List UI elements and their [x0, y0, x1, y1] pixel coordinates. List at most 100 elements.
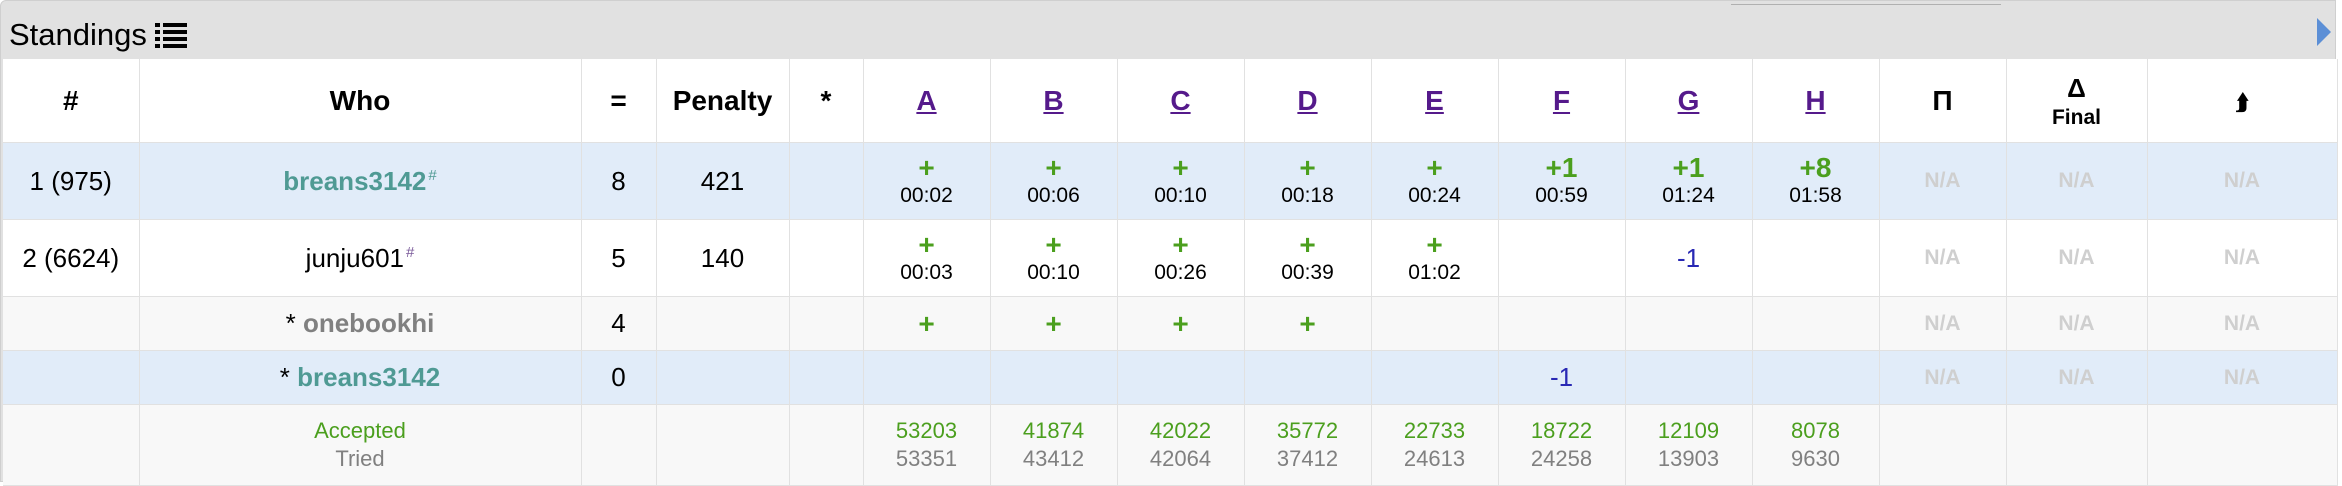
accept-time: 00:10	[1027, 261, 1080, 284]
na-value: N/A	[1924, 169, 1961, 192]
problem-result-cell[interactable]: +1 01:24	[1625, 142, 1753, 220]
problem-result-cell[interactable]	[1244, 350, 1372, 405]
problem-result-cell[interactable]	[1117, 350, 1245, 405]
problem-stats-cell: 18722 24258	[1498, 404, 1626, 486]
penalty-cell: 140	[656, 219, 790, 297]
problem-link[interactable]: C	[1170, 84, 1191, 116]
problem-result-cell[interactable]: -1	[1625, 219, 1753, 297]
rank-cell	[3, 350, 140, 405]
accepted-mark: +	[1045, 307, 1062, 339]
problem-result-cell[interactable]	[1371, 350, 1499, 405]
problem-result-cell[interactable]: +00:18	[1244, 142, 1372, 220]
problem-b-header: B	[990, 59, 1118, 143]
hacks-cell	[789, 219, 864, 297]
problem-result-cell[interactable]	[1498, 219, 1626, 297]
rejected-attempts: -1	[1676, 242, 1701, 273]
accept-time: 00:18	[1281, 184, 1334, 207]
hacks-cell	[789, 142, 864, 220]
penalty-cell	[656, 296, 790, 351]
stats-empty	[2147, 404, 2338, 486]
problem-link[interactable]: A	[916, 84, 937, 116]
problem-c-header: C	[1117, 59, 1245, 143]
change-cell: N/A	[2147, 350, 2338, 405]
problem-result-cell[interactable]: +00:10	[1117, 142, 1245, 220]
problem-link[interactable]: F	[1552, 84, 1571, 116]
accepted-mark: +	[1045, 229, 1062, 260]
standings-row: * breans3142 0 -1 N/A N/A N/A	[3, 350, 2338, 405]
list-icon[interactable]	[154, 22, 187, 48]
problem-result-cell[interactable]	[1752, 350, 1880, 405]
rank-header: #	[3, 59, 140, 143]
problem-d-header: D	[1244, 59, 1372, 143]
accept-time: 00:59	[1535, 184, 1588, 207]
pi-cell: N/A	[1879, 142, 2007, 220]
header-row: # Who = Penalty * A B C D E F G H Π Δ Fi…	[3, 59, 2338, 143]
accepted-label: Accepted	[314, 418, 406, 443]
pi-cell: N/A	[1879, 350, 2007, 405]
participant-handle[interactable]: breans3142	[297, 362, 441, 392]
top-edge-mark	[1731, 1, 1871, 5]
accepted-mark: +	[1045, 152, 1062, 183]
delta-label: Δ	[2067, 72, 2086, 103]
problem-result-cell[interactable]: +00:02	[863, 142, 991, 220]
problem-stats-cell: 22733 24613	[1371, 404, 1499, 486]
stats-empty	[656, 404, 790, 486]
problem-result-cell[interactable]: +	[863, 296, 991, 351]
problem-result-cell[interactable]	[1371, 296, 1499, 351]
tried-count: 24258	[1530, 446, 1593, 471]
accepted-mark: +	[1172, 152, 1189, 183]
participant-mark[interactable]: #	[405, 243, 415, 261]
problem-result-cell[interactable]: +	[1244, 296, 1372, 351]
expand-arrow-icon[interactable]	[2317, 18, 2331, 46]
problem-result-cell[interactable]	[1625, 296, 1753, 351]
pi-header: Π	[1879, 59, 2007, 143]
problem-result-cell[interactable]	[1752, 296, 1880, 351]
stats-empty	[1879, 404, 2007, 486]
accept-time: 01:58	[1789, 184, 1842, 207]
problem-result-cell[interactable]: +	[990, 296, 1118, 351]
problem-result-cell[interactable]: +00:24	[1371, 142, 1499, 220]
problem-result-cell[interactable]	[1752, 219, 1880, 297]
participant-handle[interactable]: onebookhi	[302, 308, 435, 338]
accepted-mark: +	[1172, 307, 1189, 339]
delta-final-header: Δ Final	[2006, 59, 2148, 143]
na-value: N/A	[1924, 311, 1961, 335]
problem-link[interactable]: D	[1297, 84, 1318, 116]
change-cell: N/A	[2147, 296, 2338, 351]
panel-title: Standings	[9, 17, 147, 52]
participant-handle[interactable]: breans3142	[283, 165, 427, 196]
participant-handle[interactable]: junju601	[305, 242, 404, 273]
problem-link[interactable]: B	[1043, 84, 1064, 116]
who-cell: * onebookhi	[139, 296, 582, 351]
accept-time: 01:24	[1662, 184, 1715, 207]
stats-labels: Accepted Tried	[139, 404, 582, 486]
problem-result-cell[interactable]	[863, 350, 991, 405]
problem-link[interactable]: G	[1677, 84, 1700, 116]
problem-result-cell[interactable]: +00:06	[990, 142, 1118, 220]
problem-result-cell[interactable]: +	[1117, 296, 1245, 351]
problem-result-cell[interactable]	[1498, 296, 1626, 351]
problem-link[interactable]: H	[1805, 84, 1826, 116]
na-value: N/A	[2223, 246, 2261, 269]
problem-result-cell[interactable]: +1 00:59	[1498, 142, 1626, 220]
stats-empty	[3, 404, 140, 486]
na-value: N/A	[2058, 246, 2095, 269]
problem-result-cell[interactable]: +00:10	[990, 219, 1118, 297]
delta-cell: N/A	[2006, 296, 2148, 351]
rank-cell: 1 (975)	[3, 142, 140, 220]
problem-result-cell[interactable]: -1	[1498, 350, 1626, 405]
problem-link[interactable]: E	[1425, 84, 1444, 116]
final-label: Final	[2051, 105, 2101, 129]
problem-result-cell[interactable]	[990, 350, 1118, 405]
problem-result-cell[interactable]: +01:02	[1371, 219, 1499, 297]
accepted-count: 35772	[1276, 418, 1339, 443]
pi-cell: N/A	[1879, 296, 2007, 351]
delta-cell: N/A	[2006, 142, 2148, 220]
problem-stats-cell: 41874 43412	[990, 404, 1118, 486]
problem-result-cell[interactable]: +8 01:58	[1752, 142, 1880, 220]
problem-result-cell[interactable]: +00:03	[863, 219, 991, 297]
participant-mark[interactable]: #	[428, 166, 437, 184]
problem-result-cell[interactable]: +00:26	[1117, 219, 1245, 297]
problem-result-cell[interactable]	[1625, 350, 1753, 405]
problem-result-cell[interactable]: +00:39	[1244, 219, 1372, 297]
